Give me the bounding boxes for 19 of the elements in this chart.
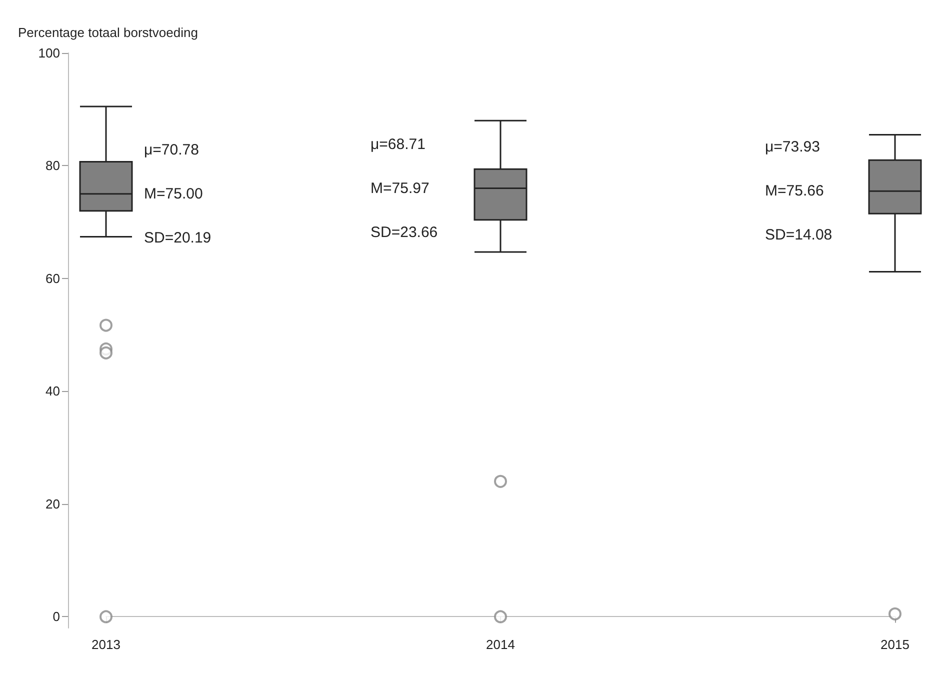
annotation: M=75.97 — [370, 180, 430, 197]
annotation: SD=14.08 — [765, 226, 832, 244]
y-tick-label: 0 — [52, 609, 60, 624]
y-tick-label: 60 — [46, 270, 60, 286]
annotation: μ=70.78 — [144, 141, 199, 158]
y-tick-label: 80 — [46, 158, 60, 174]
annotation: SD=23.66 — [370, 224, 438, 241]
annotation: SD=20.19 — [144, 229, 212, 246]
x-tick-label: 2014 — [486, 637, 515, 652]
x-tick-label: 2013 — [92, 637, 120, 652]
y-tick-label: 40 — [46, 384, 60, 399]
annotation: M=75.00 — [144, 185, 203, 202]
y-tick-label: 20 — [46, 496, 60, 512]
annotation: μ=68.71 — [370, 136, 426, 153]
annotation: μ=73.93 — [765, 138, 820, 156]
annotation: M=75.66 — [765, 182, 824, 200]
y-axis-title: Percentage totaal borstvoeding — [18, 25, 198, 40]
y-tick-label: 100 — [38, 46, 60, 60]
x-tick-label: 2015 — [880, 637, 910, 652]
